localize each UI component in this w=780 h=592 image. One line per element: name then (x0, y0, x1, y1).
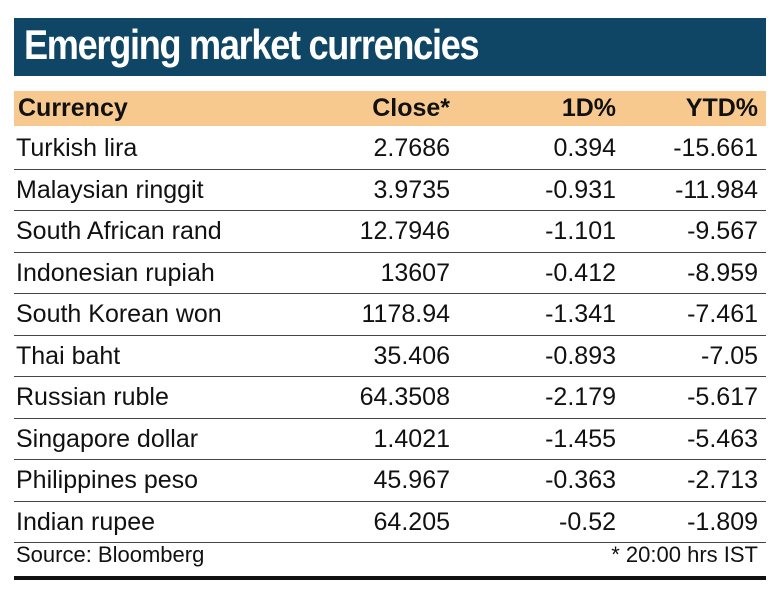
table-body: Turkish lira 2.7686 0.394 -15.661 Malaysian … (14, 128, 766, 543)
row-1d: -2.179 (545, 383, 616, 411)
row-currency: Russian ruble (16, 383, 169, 411)
row-currency: Indian rupee (16, 507, 156, 536)
table-row: Malaysian ringgit 3.9735 -0.931 -11.984 (14, 170, 766, 211)
row-1d: -1.341 (545, 300, 616, 328)
table-row: Russian ruble 64.3508 -2.179 -5.617 (14, 377, 766, 419)
row-ytd: -5.463 (687, 424, 758, 453)
row-1d: -0.412 (545, 258, 616, 287)
header-currency: Currency (18, 94, 128, 122)
row-close: 1178.94 (361, 300, 450, 328)
row-close: 64.3508 (359, 383, 450, 411)
row-1d: -0.52 (559, 507, 616, 536)
row-ytd: -1.809 (687, 507, 758, 536)
source-note: Source: Bloomberg (16, 542, 205, 567)
bottom-rule (14, 576, 766, 580)
table-header: Currency Close* 1D% YTD% (14, 91, 766, 126)
row-close: 12.7946 (359, 217, 450, 245)
table-row: Indonesian rupiah 13607 -0.412 -8.959 (14, 253, 766, 294)
table-row: Indian rupee 64.205 -0.52 -1.809 (14, 502, 766, 543)
row-currency: Philippines peso (16, 466, 199, 494)
row-ytd: -15.661 (673, 134, 758, 162)
row-currency: South African rand (16, 217, 222, 245)
row-close: 3.9735 (373, 175, 450, 204)
row-close: 1.4021 (373, 424, 450, 453)
table-footer: Source: Bloomberg * 20:00 hrs IST (14, 538, 766, 574)
chart-title: Emerging market currencies (24, 21, 480, 68)
table-row: Singapore dollar 1.4021 -1.455 -5.463 (14, 419, 766, 460)
table-row: Thai baht 35.406 -0.893 -7.05 (14, 336, 766, 377)
table-row: Philippines peso 45.967 -0.363 -2.713 (14, 460, 766, 502)
row-1d: -1.455 (545, 424, 616, 453)
row-currency: South Korean won (16, 300, 222, 328)
row-currency: Turkish lira (16, 134, 138, 162)
row-ytd: -11.984 (675, 175, 758, 204)
row-close: 64.205 (373, 507, 450, 536)
header-ytd: YTD% (685, 94, 758, 122)
row-currency: Malaysian ringgit (16, 175, 204, 204)
table-row: South African rand 12.7946 -1.101 -9.567 (14, 211, 766, 253)
row-close: 35.406 (373, 341, 450, 370)
row-ytd: -7.05 (701, 341, 758, 370)
title-bar: Emerging market currencies (14, 18, 766, 76)
header-close: Close* (372, 94, 450, 122)
row-ytd: -7.461 (687, 300, 758, 328)
row-1d: -0.931 (545, 175, 616, 204)
row-1d: -1.101 (545, 217, 616, 245)
row-close: 13607 (380, 258, 450, 287)
row-1d: 0.394 (553, 134, 616, 162)
header-1d: 1D% (561, 94, 616, 122)
row-close: 45.967 (373, 466, 450, 494)
row-1d: -0.893 (545, 341, 616, 370)
row-ytd: -9.567 (687, 217, 758, 245)
close-time-note: * 20:00 hrs IST (611, 542, 758, 567)
row-close: 2.7686 (373, 134, 450, 162)
row-currency: Singapore dollar (16, 424, 199, 453)
row-currency: Indonesian rupiah (16, 258, 215, 287)
row-ytd: -5.617 (687, 383, 758, 411)
row-ytd: -2.713 (687, 466, 758, 494)
row-ytd: -8.959 (687, 258, 758, 287)
row-currency: Thai baht (16, 341, 121, 370)
row-1d: -0.363 (545, 466, 616, 494)
table-row: Turkish lira 2.7686 0.394 -15.661 (14, 128, 766, 170)
table-row: South Korean won 1178.94 -1.341 -7.461 (14, 294, 766, 336)
